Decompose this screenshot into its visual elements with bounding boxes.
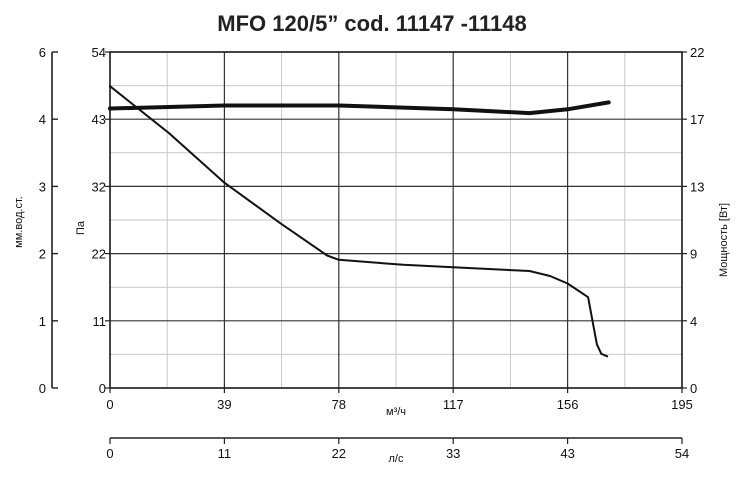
x-tick-label: 39 bbox=[217, 397, 231, 412]
y-left-tick-label: 11 bbox=[93, 314, 107, 329]
x2-axis-label: л/с bbox=[389, 453, 404, 465]
y-right-tick-label: 0 bbox=[690, 381, 697, 396]
y-right-tick-label: 22 bbox=[690, 45, 704, 60]
axes bbox=[51, 51, 687, 444]
x-tick-label: 78 bbox=[332, 397, 346, 412]
series-lines bbox=[108, 85, 611, 358]
y-left-axis-label: Па bbox=[75, 220, 87, 235]
y-outer-tick-label: 4 bbox=[39, 112, 46, 127]
y-left-tick-label: 32 bbox=[92, 179, 106, 194]
tick-labels: 0 1 2 3 4 6 0 11 22 32 43 54 0 4 9 13 17 22 0 39 78 117 156 195… bbox=[39, 45, 705, 461]
plot-frame bbox=[109, 51, 683, 389]
x-tick-label: 0 bbox=[106, 397, 113, 412]
y-right-tick-label: 4 bbox=[690, 314, 697, 329]
y-left-tick-label: 43 bbox=[92, 112, 106, 127]
y-outer-axis-label: мм.вод.ст. bbox=[13, 196, 25, 248]
pressure-curve bbox=[109, 85, 609, 358]
y-left-tick-label: 54 bbox=[92, 45, 106, 60]
x2-tick-label: 43 bbox=[560, 446, 574, 461]
y-left-tick-label: 22 bbox=[92, 247, 106, 262]
x2-tick-label: 33 bbox=[446, 446, 460, 461]
y-outer-tick-label: 3 bbox=[39, 179, 46, 194]
x2-tick-label: 54 bbox=[675, 446, 689, 461]
x-axis-label: м³/ч bbox=[386, 406, 406, 418]
y-outer-tick-label: 6 bbox=[39, 45, 46, 60]
x-tick-label: 156 bbox=[557, 397, 579, 412]
x2-tick-label: 22 bbox=[332, 446, 346, 461]
y-right-tick-label: 13 bbox=[690, 179, 704, 194]
y-outer-tick-label: 0 bbox=[39, 381, 46, 396]
x2-tick-label: 0 bbox=[106, 446, 113, 461]
y-outer-tick-label: 1 bbox=[39, 314, 46, 329]
chart-title: MFO 120/5” cod. 11147 -11148 bbox=[217, 11, 526, 36]
x-tick-label: 117 bbox=[443, 397, 464, 412]
y-right-tick-label: 9 bbox=[690, 247, 697, 262]
y-right-axis-label: Мощность [Вт] bbox=[718, 203, 730, 277]
y-left-tick-label: 0 bbox=[99, 381, 106, 396]
x-tick-label: 195 bbox=[671, 397, 693, 412]
x2-tick-label: 11 bbox=[218, 446, 232, 461]
y-outer-tick-label: 2 bbox=[39, 247, 46, 262]
power-curve bbox=[108, 100, 611, 116]
y-right-tick-label: 17 bbox=[690, 112, 704, 127]
